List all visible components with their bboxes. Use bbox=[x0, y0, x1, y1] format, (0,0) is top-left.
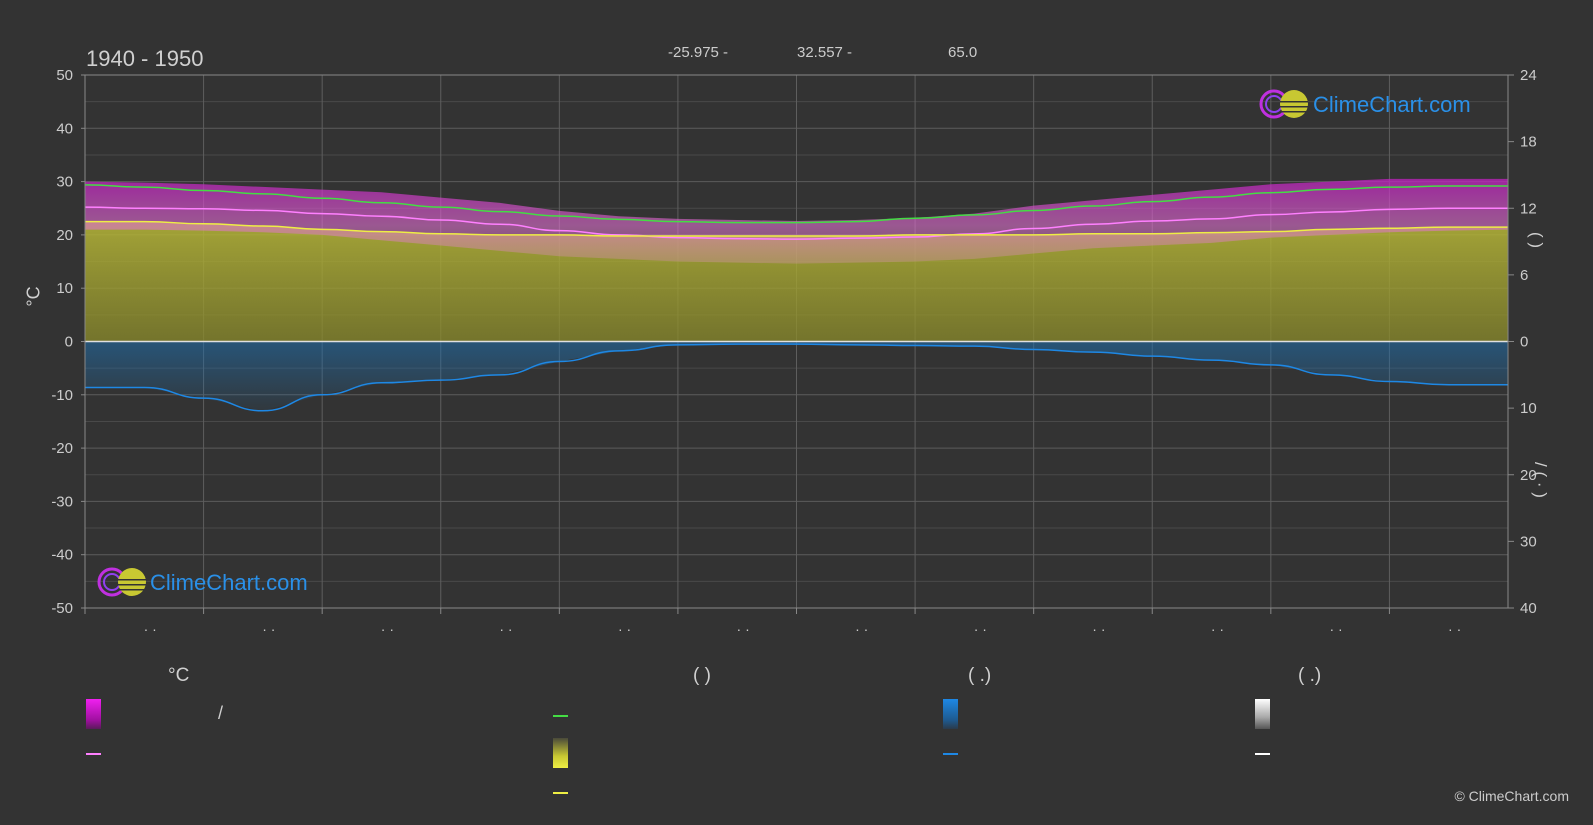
month-tick-label: · · bbox=[144, 621, 157, 637]
right-lower-tick-label: 40 bbox=[1520, 600, 1537, 617]
month-tick-label: · · bbox=[1211, 621, 1224, 637]
temperature-range-band bbox=[85, 178, 1508, 264]
month-tick-label: · · bbox=[737, 621, 750, 637]
copyright-label: © ClimeChart.com bbox=[1454, 788, 1569, 804]
month-tick-label: · · bbox=[618, 621, 631, 637]
right-lower-tick-label: 30 bbox=[1520, 533, 1537, 550]
snow-swatch bbox=[1255, 699, 1270, 729]
brand-name-top: ClimeChart.com bbox=[1313, 92, 1471, 117]
right-lower-tick-label: 10 bbox=[1520, 400, 1537, 417]
climate-chart: 50 40 30 20 10 0 -10 -20 -30 -40 -50 24 18 12 6 0 10 20 30… bbox=[51, 67, 1536, 637]
right-upper-tick-label: 24 bbox=[1520, 67, 1537, 84]
latitude-label: -25.975 - bbox=[668, 44, 729, 61]
period-title: 1940 - 1950 bbox=[86, 46, 204, 71]
month-tick-label: · · bbox=[974, 621, 987, 637]
legend-snow-heading: ( .) bbox=[1298, 665, 1322, 686]
month-tick-label: · · bbox=[262, 621, 275, 637]
right-axis-lower-unit: / ( · ) bbox=[1530, 462, 1550, 498]
left-tick-label: 10 bbox=[56, 280, 73, 297]
month-tick-label: · · bbox=[381, 621, 394, 637]
month-tick-label: · · bbox=[499, 621, 512, 637]
legend-daylight-heading: ( ) bbox=[693, 665, 711, 686]
rain-line bbox=[943, 753, 958, 755]
right-upper-tick-label: 12 bbox=[1520, 200, 1537, 217]
right-axis-upper-unit: ( ) bbox=[1527, 231, 1547, 249]
rain-area bbox=[85, 341, 1508, 411]
left-tick-label: 40 bbox=[56, 120, 73, 137]
sunshine-line bbox=[553, 792, 568, 794]
temp-range-swatch bbox=[86, 699, 101, 729]
daylight-series-line bbox=[84, 184, 1508, 224]
brand-logo-bottom bbox=[96, 566, 152, 603]
left-tick-label: 20 bbox=[56, 227, 73, 244]
right-lower-tick-label: 20 bbox=[1520, 467, 1537, 484]
temp_mean-series-line bbox=[84, 206, 1508, 240]
sunshine-swatch bbox=[553, 738, 568, 768]
month-tick-label: · · bbox=[1448, 621, 1461, 637]
left-tick-label: 0 bbox=[65, 334, 73, 351]
left-tick-label: -50 bbox=[51, 600, 73, 617]
month-tick-label: · · bbox=[1092, 621, 1105, 637]
longitude-label: 32.557 - bbox=[797, 44, 853, 61]
legend-rain-heading: ( .) bbox=[968, 665, 992, 686]
left-tick-label: -30 bbox=[51, 493, 73, 510]
right-upper-tick-label: 6 bbox=[1520, 267, 1528, 284]
month-tick-label: · · bbox=[855, 621, 868, 637]
brand-name-bottom: ClimeChart.com bbox=[150, 570, 308, 595]
legend-temp-range-label: / bbox=[218, 703, 224, 723]
daylight-line bbox=[553, 715, 568, 717]
elevation-label: 65.0 bbox=[948, 44, 978, 61]
temp-mean-line bbox=[86, 753, 101, 755]
left-tick-label: 50 bbox=[56, 67, 73, 84]
legend-temperature-heading: °C bbox=[168, 665, 190, 686]
sunshine-series-line bbox=[85, 220, 1508, 237]
brand-logo-top bbox=[1258, 88, 1314, 125]
rain-series-line bbox=[84, 343, 1508, 412]
left-tick-label: 30 bbox=[56, 174, 73, 191]
right-upper-tick-label: 18 bbox=[1520, 134, 1537, 151]
sunshine-area bbox=[85, 221, 1508, 342]
right-upper-tick-label: 0 bbox=[1520, 334, 1528, 351]
climechart-logo-icon bbox=[97, 567, 146, 597]
left-tick-label: -40 bbox=[51, 547, 73, 564]
month-tick-label: · · bbox=[1329, 621, 1342, 637]
climechart-logo-icon bbox=[1259, 89, 1308, 119]
left-tick-label: -10 bbox=[51, 387, 73, 404]
rain-swatch bbox=[943, 699, 958, 729]
snow-line bbox=[1255, 753, 1270, 755]
axis-ticks: 50 40 30 20 10 0 -10 -20 -30 -40 -50 24 18 12 6 0 10 20 30… bbox=[51, 67, 1536, 637]
left-tick-label: -20 bbox=[51, 440, 73, 457]
series-lines bbox=[84, 184, 1508, 412]
